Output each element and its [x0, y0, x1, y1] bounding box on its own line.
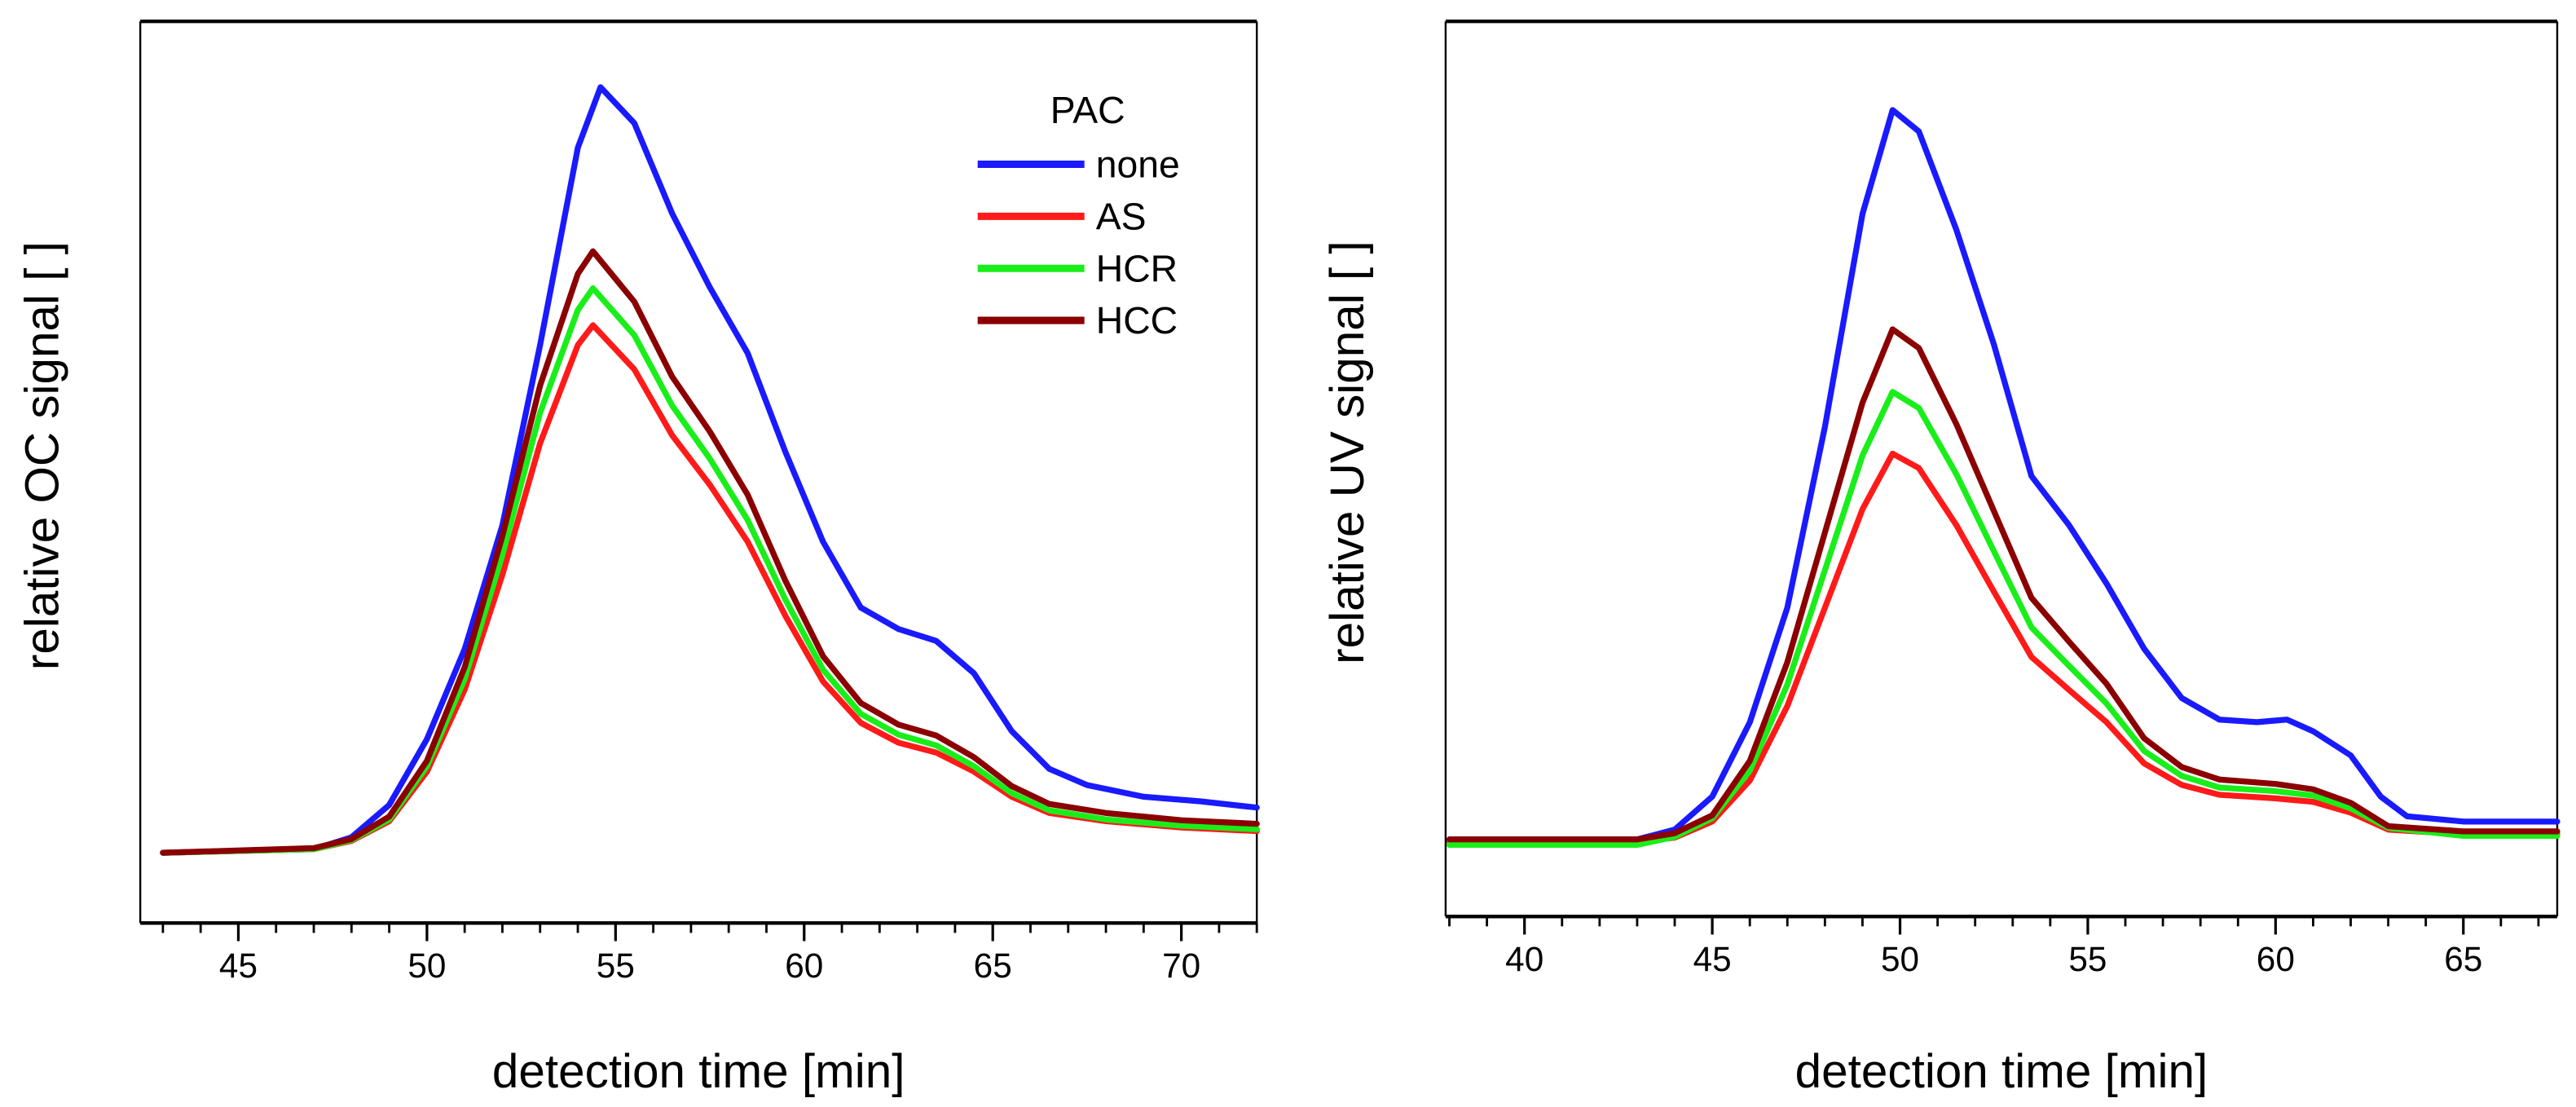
legend-label-hcc: HCC — [1096, 299, 1178, 342]
x-axis-label: detection time [min] — [492, 1045, 905, 1098]
series-line-hcc — [1446, 326, 2561, 843]
legend-label-as: AS — [1096, 195, 1147, 237]
x-tick-label: 60 — [785, 946, 823, 985]
series-line-hcr — [1446, 389, 2561, 849]
x-tick-label: 65 — [974, 946, 1012, 985]
x-tick-label: 65 — [2444, 940, 2482, 978]
x-tick-label: 70 — [1162, 946, 1200, 985]
panel-uv: 40 45 50 55 60 65 detection time [min] relative… — [1321, 19, 2561, 1098]
x-tick-label: 45 — [1693, 940, 1732, 978]
panel-oc: 45 50 55 60 65 70 detection time [min] relative… — [15, 19, 1260, 1098]
series-line-as — [160, 322, 1260, 856]
series-line-none — [160, 84, 1260, 856]
legend-label-hcr: HCR — [1096, 247, 1178, 289]
x-tick-label: 45 — [219, 946, 258, 985]
x-tick-label: 55 — [2068, 940, 2107, 978]
legend-title: PAC — [1050, 89, 1125, 131]
series-line-hcc — [160, 248, 1260, 856]
x-axis-label: detection time [min] — [1795, 1045, 2208, 1098]
x-tick-label: 40 — [1505, 940, 1543, 978]
legend-label-none: none — [1096, 143, 1180, 186]
y-axis-label: relative OC signal [ ] — [15, 241, 68, 670]
series-line-none — [1446, 107, 2561, 843]
series-line-as — [1446, 450, 2561, 845]
x-tick-label: 55 — [597, 946, 635, 985]
x-tick-label: 50 — [1881, 940, 1919, 978]
y-axis-label: relative UV signal [ ] — [1321, 240, 1374, 664]
legend: PAC none AS HCR HCC — [977, 89, 1180, 342]
x-tick-label: 60 — [2257, 940, 2295, 978]
x-tick-label: 50 — [407, 946, 446, 985]
series-line-hcr — [160, 284, 1260, 856]
